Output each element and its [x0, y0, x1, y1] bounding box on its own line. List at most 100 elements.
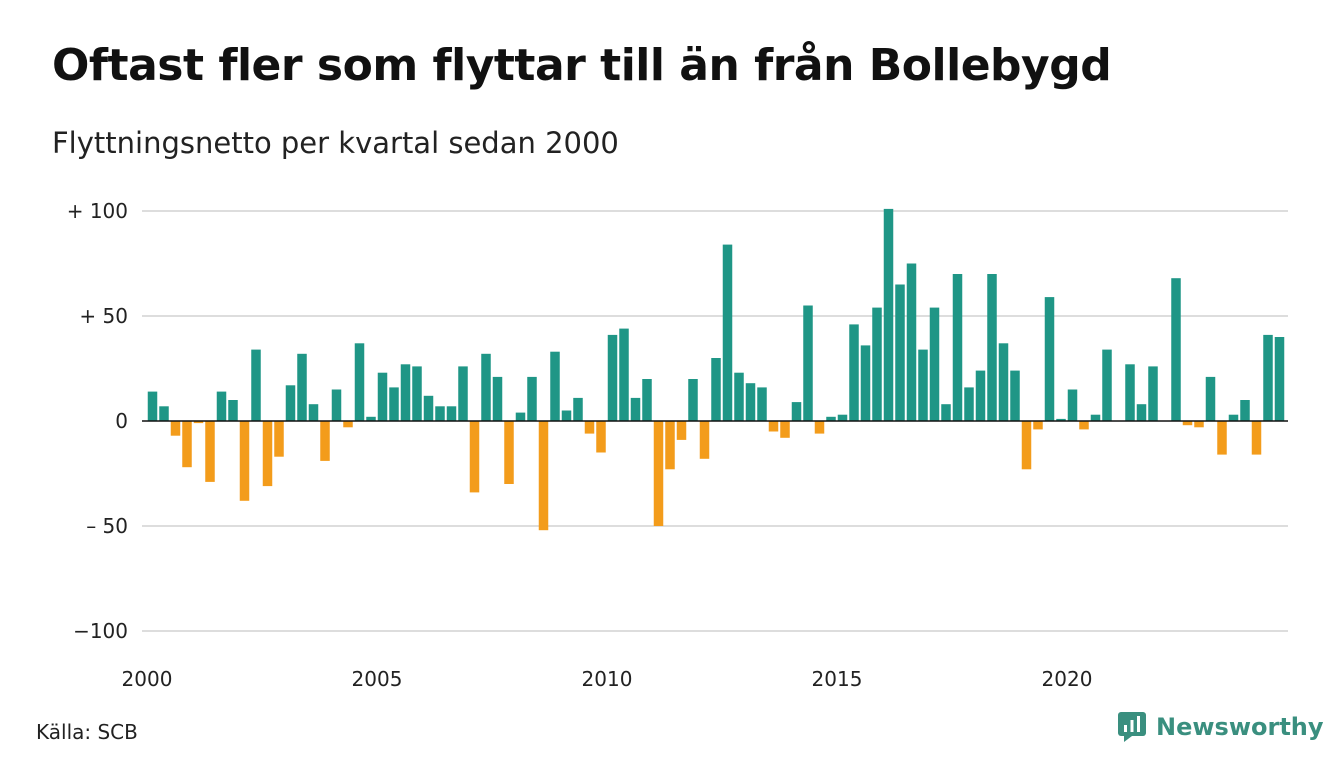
x-tick-label: 2000: [122, 667, 173, 691]
bar: [918, 349, 928, 421]
bar-chart: + 100 + 50 0 – 50 −100 2000 2005 2010 2015 2020: [67, 199, 1288, 691]
bar: [1136, 404, 1147, 421]
bar: [814, 421, 825, 434]
x-tick-label: 2015: [812, 667, 863, 691]
bar: [228, 400, 238, 421]
bar: [262, 421, 273, 487]
bar: [1263, 334, 1273, 421]
bar: [734, 372, 744, 421]
chart-subtitle: Flyttningsnetto per kvartal sedan 2000: [52, 126, 619, 160]
bar: [1021, 421, 1032, 470]
bar: [872, 307, 882, 421]
bar: [941, 404, 951, 421]
bar: [400, 364, 411, 421]
bar: [205, 421, 215, 482]
bar: [481, 353, 491, 421]
bar: [308, 404, 319, 421]
bar: [653, 421, 664, 526]
newsworthy-logo-icon: [1118, 712, 1146, 742]
bar: [423, 395, 434, 421]
bar: [975, 370, 986, 421]
bar: [435, 406, 445, 421]
bar: [159, 406, 169, 421]
bar: [711, 358, 721, 421]
bar: [320, 421, 330, 461]
bar: [1056, 418, 1066, 421]
bar: [1102, 349, 1112, 421]
bar: [216, 391, 227, 421]
bar: [297, 353, 307, 421]
bar: [1079, 421, 1089, 430]
bar: [182, 421, 192, 468]
bar: [676, 421, 687, 440]
bar: [458, 366, 468, 421]
bar: [1182, 421, 1193, 426]
bar: [389, 387, 399, 421]
bar: [538, 421, 549, 531]
x-tick-label: 2020: [1042, 667, 1093, 691]
bar: [1067, 389, 1078, 421]
bar: [826, 416, 836, 421]
bar: [757, 387, 767, 421]
bar: [331, 389, 342, 421]
bar: [515, 412, 526, 421]
bar: [412, 366, 422, 421]
bar: [573, 397, 583, 421]
bar: [1044, 297, 1055, 421]
bar: [285, 385, 296, 421]
bar: [1194, 421, 1204, 428]
bar: [964, 387, 974, 421]
bar: [837, 414, 848, 421]
bar: [354, 343, 365, 421]
y-tick-label: −100: [73, 619, 128, 643]
bar: [596, 421, 606, 453]
bar: [895, 284, 905, 421]
bar: [446, 406, 457, 421]
bar: [699, 421, 710, 459]
bar: [1125, 364, 1135, 421]
bar: [1274, 337, 1285, 421]
y-tick-label: – 50: [86, 514, 128, 538]
y-tick-label: + 50: [79, 304, 128, 328]
bar: [377, 372, 388, 421]
bar: [561, 410, 572, 421]
bar: [1205, 376, 1216, 421]
bar: [274, 421, 284, 457]
x-tick-label: 2010: [582, 667, 633, 691]
bar: [343, 421, 353, 428]
bar: [492, 376, 503, 421]
source-label: Källa: SCB: [36, 720, 138, 744]
y-tick-label: + 100: [67, 199, 128, 223]
bar: [366, 416, 376, 421]
bar: [469, 421, 480, 493]
bar: [642, 379, 652, 421]
bar: [780, 421, 790, 438]
bar: [193, 421, 204, 424]
bar: [998, 343, 1009, 421]
bar: [745, 383, 756, 421]
x-tick-label: 2005: [352, 667, 403, 691]
bar: [849, 324, 859, 421]
bar: [1148, 366, 1158, 421]
bar: [1090, 414, 1101, 421]
bar: [607, 334, 618, 421]
bar: [239, 421, 250, 501]
bar: [1171, 278, 1181, 421]
bar: [952, 274, 963, 421]
bar: [1240, 400, 1250, 421]
bar: [860, 345, 871, 421]
bar: [688, 379, 698, 421]
bar: [987, 274, 997, 421]
bar: [550, 351, 560, 421]
chart-title: Oftast fler som flyttar till än från Bol…: [52, 40, 1112, 91]
bar: [722, 244, 733, 421]
bar: [768, 421, 779, 432]
bar: [504, 421, 514, 484]
brand-name: Newsworthy: [1156, 713, 1324, 741]
y-tick-label: 0: [115, 409, 128, 433]
bar: [1217, 421, 1227, 455]
bar: [584, 421, 595, 434]
bar: [1010, 370, 1020, 421]
bar: [1251, 421, 1262, 455]
bar: [1033, 421, 1043, 430]
